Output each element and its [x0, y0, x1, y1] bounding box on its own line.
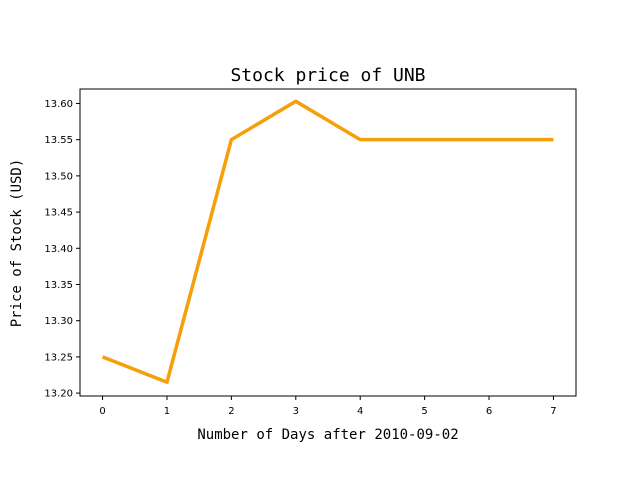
y-tick-label: 13.20: [44, 389, 73, 400]
x-tick-label: 7: [550, 406, 556, 417]
chart-title: Stock price of UNB: [230, 65, 425, 86]
x-axis-label: Number of Days after 2010-09-02: [197, 427, 458, 443]
x-tick-label: 6: [486, 406, 492, 417]
x-tick-label: 0: [99, 406, 105, 417]
y-tick-label: 13.45: [44, 208, 73, 219]
x-tick-label: 3: [293, 406, 299, 417]
x-tick-label: 1: [164, 406, 170, 417]
x-tick-label: 5: [421, 406, 427, 417]
y-tick-label: 13.50: [44, 171, 73, 182]
y-tick-label: 13.30: [44, 316, 73, 327]
plot-frame: [79, 88, 577, 397]
y-tick-label: 13.25: [44, 352, 73, 363]
y-tick-label: 13.40: [44, 244, 73, 255]
y-tick-label: 13.60: [44, 99, 73, 110]
y-tick-label: 13.55: [44, 135, 73, 146]
x-tick-label: 2: [228, 406, 234, 417]
x-tick-label: 4: [357, 406, 363, 417]
series-line-unb: [101, 99, 554, 384]
y-axis-label: Price of Stock (USD): [9, 159, 25, 328]
y-tick-label: 13.35: [44, 280, 73, 291]
